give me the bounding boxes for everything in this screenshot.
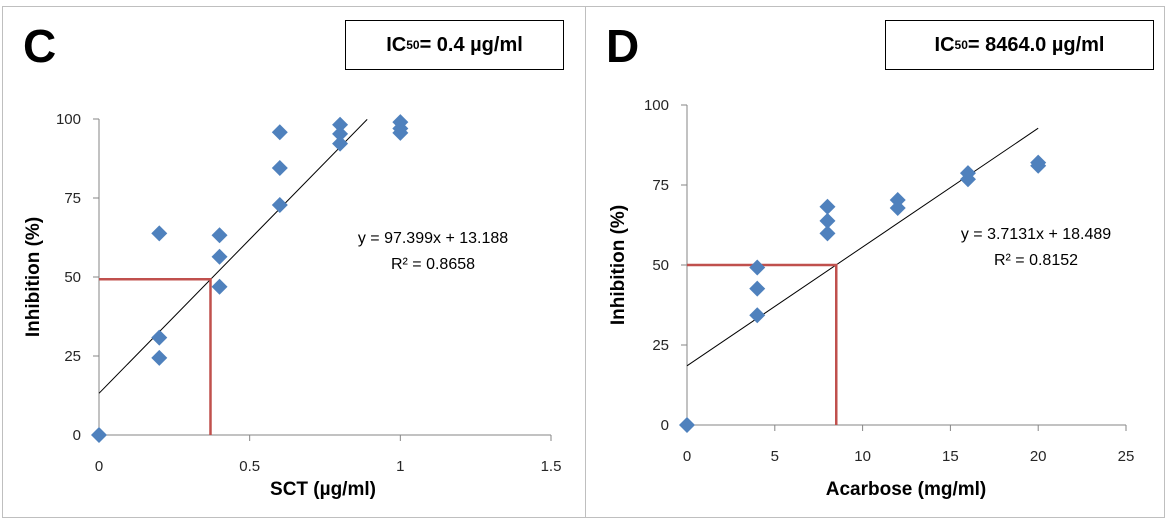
y-tick-label: 25 — [64, 348, 81, 365]
data-point — [151, 329, 168, 346]
panel-letter: C — [23, 20, 57, 72]
data-point — [819, 212, 836, 229]
x-tick-label: 5 — [771, 448, 779, 465]
x-tick-label: 0 — [95, 458, 103, 475]
data-point — [749, 259, 766, 276]
ic50-prefix: IC — [934, 33, 955, 56]
data-point — [889, 200, 906, 217]
ic50-box: IC 50 = 8464.0 µg/ml — [885, 20, 1154, 70]
trendline — [98, 119, 368, 394]
data-point — [819, 225, 836, 242]
y-axis-title: Inhibition (%) — [608, 205, 629, 325]
data-point — [959, 171, 976, 188]
data-point — [211, 278, 228, 295]
data-point — [332, 135, 349, 152]
x-axis-title: Acarbose (mg/ml) — [826, 479, 986, 500]
r-squared-label: R² = 0.8658 — [391, 256, 475, 273]
data-point — [819, 198, 836, 215]
data-point — [151, 349, 168, 366]
r-squared-label: R² = 0.8152 — [994, 252, 1078, 269]
trendline — [686, 127, 1039, 367]
y-tick-label: 0 — [661, 417, 669, 434]
ic50-value: = 8464.0 µg/ml — [967, 33, 1105, 56]
panel-c: C IC 50 = 0.4 µg/ml 0 25 50 75 100 0 0.5 1 1.5 SCT… — [2, 6, 586, 518]
data-point — [392, 124, 409, 141]
y-tick-label: 75 — [64, 190, 81, 207]
x-axis-title: SCT (µg/ml) — [270, 479, 376, 500]
data-point — [749, 280, 766, 297]
y-axis-title: Inhibition (%) — [23, 217, 44, 337]
panel-d: D IC 50 = 8464.0 µg/ml 0 25 50 75 100 0 5 10 15 20… — [585, 6, 1165, 518]
x-tick-label: 1.5 — [541, 458, 562, 475]
y-tick-label: 50 — [652, 257, 669, 274]
ic50-value: = 0.4 µg/ml — [419, 33, 523, 56]
panel-letter: D — [606, 20, 640, 72]
ic50-subscript: 50 — [954, 38, 968, 52]
ic50-subscript: 50 — [406, 38, 420, 52]
data-point — [271, 196, 288, 213]
ic50-guide-line — [687, 263, 838, 425]
y-tick-label: 0 — [73, 427, 81, 444]
x-tick-label: 10 — [854, 448, 871, 465]
data-point — [211, 227, 228, 244]
regression-equation: y = 97.399x + 13.188 — [358, 230, 508, 247]
chart-d-plot: 0 25 50 75 100 0 5 10 15 20 25 Acarbose (mg/ml) Inhi… — [608, 97, 1135, 500]
ic50-guide-line — [99, 277, 212, 435]
data-point — [91, 427, 107, 443]
data-point — [332, 116, 349, 133]
x-tick-label: 1 — [396, 458, 404, 475]
data-point — [1030, 157, 1047, 174]
data-point — [271, 159, 288, 176]
x-tick-label: 20 — [1030, 448, 1047, 465]
data-point — [679, 417, 695, 433]
ic50-box: IC 50 = 0.4 µg/ml — [345, 20, 564, 70]
y-tick-label: 100 — [644, 97, 669, 114]
x-tick-label: 15 — [942, 448, 959, 465]
y-tick-label: 25 — [652, 337, 669, 354]
data-point — [211, 248, 228, 265]
x-tick-label: 0.5 — [239, 458, 260, 475]
y-tick-label: 50 — [64, 269, 81, 286]
ic50-prefix: IC — [386, 33, 407, 56]
chart-c-plot: 0 25 50 75 100 0 0.5 1 1.5 SCT (µg/ml) Inhibition … — [23, 111, 562, 500]
x-tick-label: 0 — [683, 448, 691, 465]
data-point — [749, 307, 766, 324]
y-tick-label: 100 — [56, 111, 81, 128]
data-point — [332, 125, 349, 142]
data-point — [271, 124, 288, 141]
regression-equation: y = 3.7131x + 18.489 — [961, 226, 1111, 243]
y-tick-label: 75 — [652, 177, 669, 194]
data-point — [151, 225, 168, 242]
x-tick-label: 25 — [1118, 448, 1135, 465]
